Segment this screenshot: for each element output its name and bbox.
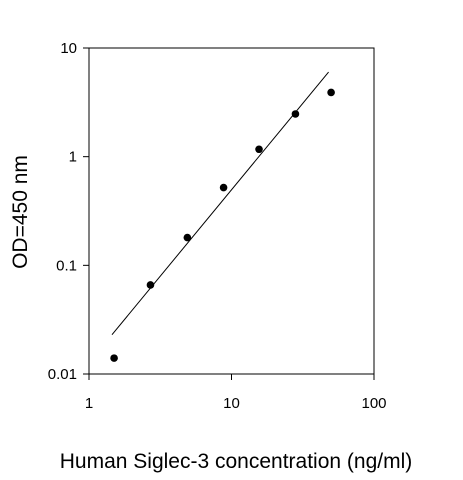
data-point — [219, 183, 228, 192]
x-tick-label: 100 — [361, 395, 386, 412]
y-axis-title: OD=450 nm — [9, 155, 32, 269]
data-point — [255, 145, 263, 154]
x-axis-title: Human Siglec-3 concentration (ng/ml) — [60, 450, 413, 473]
x-tick-label: 1 — [85, 395, 93, 412]
x-axis-ticks: 1 10 100 — [85, 374, 387, 412]
data-point — [183, 233, 192, 242]
y-tick-label: 10 — [60, 40, 77, 57]
y-tick-label: 0.1 — [56, 257, 77, 274]
data-point — [146, 281, 155, 289]
y-tick-label: 0.01 — [48, 366, 77, 383]
data-point — [110, 354, 118, 362]
y-tick-label: 1 — [69, 149, 77, 166]
x-tick-label: 10 — [223, 395, 240, 412]
data-points — [110, 88, 335, 362]
data-point — [291, 110, 300, 118]
plot-frame — [88, 47, 375, 375]
data-point — [327, 88, 335, 97]
y-axis-ticks: 0.01 0.1 1 10 — [48, 40, 89, 383]
